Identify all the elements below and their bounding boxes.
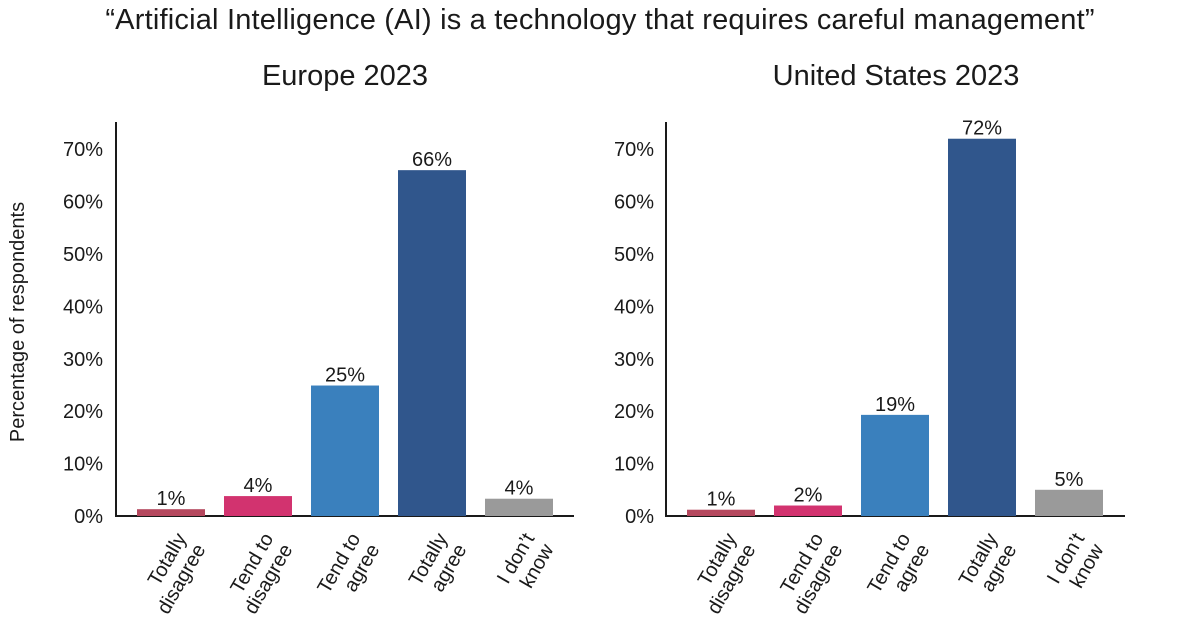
europe-y-tick-label: 50% [63, 244, 103, 266]
us-y-tick-label: 70% [614, 139, 654, 161]
y-axis-label: Percentage of respondents [7, 202, 29, 442]
us-data-label: 1% [707, 489, 736, 511]
europe-bar [137, 509, 205, 516]
europe-data-label: 66% [412, 149, 452, 171]
us-chart-title: United States 2023 [773, 60, 1020, 92]
us-data-label: 2% [794, 485, 823, 507]
us-bar [1035, 489, 1103, 516]
us-bar [861, 414, 929, 516]
us-bar [774, 505, 842, 516]
europe-y-tick-label: 30% [63, 349, 103, 371]
europe-y-tick-label: 70% [63, 139, 103, 161]
main-title: “Artificial Intelligence (AI) is a techn… [105, 4, 1095, 36]
us-chart: United States 2023 0% 10% 20% 30% 40% 50% 60% 70… [614, 60, 1125, 618]
us-y-tick-label: 40% [614, 296, 654, 318]
europe-data-label: 4% [505, 478, 534, 500]
us-y-tick-label: 30% [614, 349, 654, 371]
europe-y-tick-label: 60% [63, 192, 103, 214]
europe-y-tick-label: 20% [63, 401, 103, 423]
us-data-label: 72% [962, 118, 1002, 140]
europe-y-tick-label: 0% [74, 506, 103, 528]
us-y-tick-label: 10% [614, 454, 654, 476]
europe-bar [398, 170, 466, 516]
europe-chart: Europe 2023 0% 10% 20% 30% 40% 50% 60% 70% 1% Tota… [63, 60, 574, 618]
us-data-label: 19% [875, 394, 915, 416]
europe-data-label: 25% [325, 365, 365, 387]
us-y-tick-label: 0% [625, 506, 654, 528]
europe-bar [311, 385, 379, 516]
europe-y-tick-label: 10% [63, 454, 103, 476]
us-y-tick-label: 20% [614, 401, 654, 423]
us-bar [948, 138, 1016, 516]
us-y-tick-label: 60% [614, 192, 654, 214]
us-bar [687, 509, 755, 516]
europe-chart-title: Europe 2023 [262, 60, 428, 92]
europe-data-label: 1% [157, 488, 186, 510]
europe-data-label: 4% [244, 475, 273, 497]
europe-y-tick-label: 40% [63, 296, 103, 318]
europe-bar [485, 498, 553, 516]
us-y-tick-label: 50% [614, 244, 654, 266]
europe-bar [224, 496, 292, 516]
us-data-label: 5% [1055, 469, 1084, 491]
